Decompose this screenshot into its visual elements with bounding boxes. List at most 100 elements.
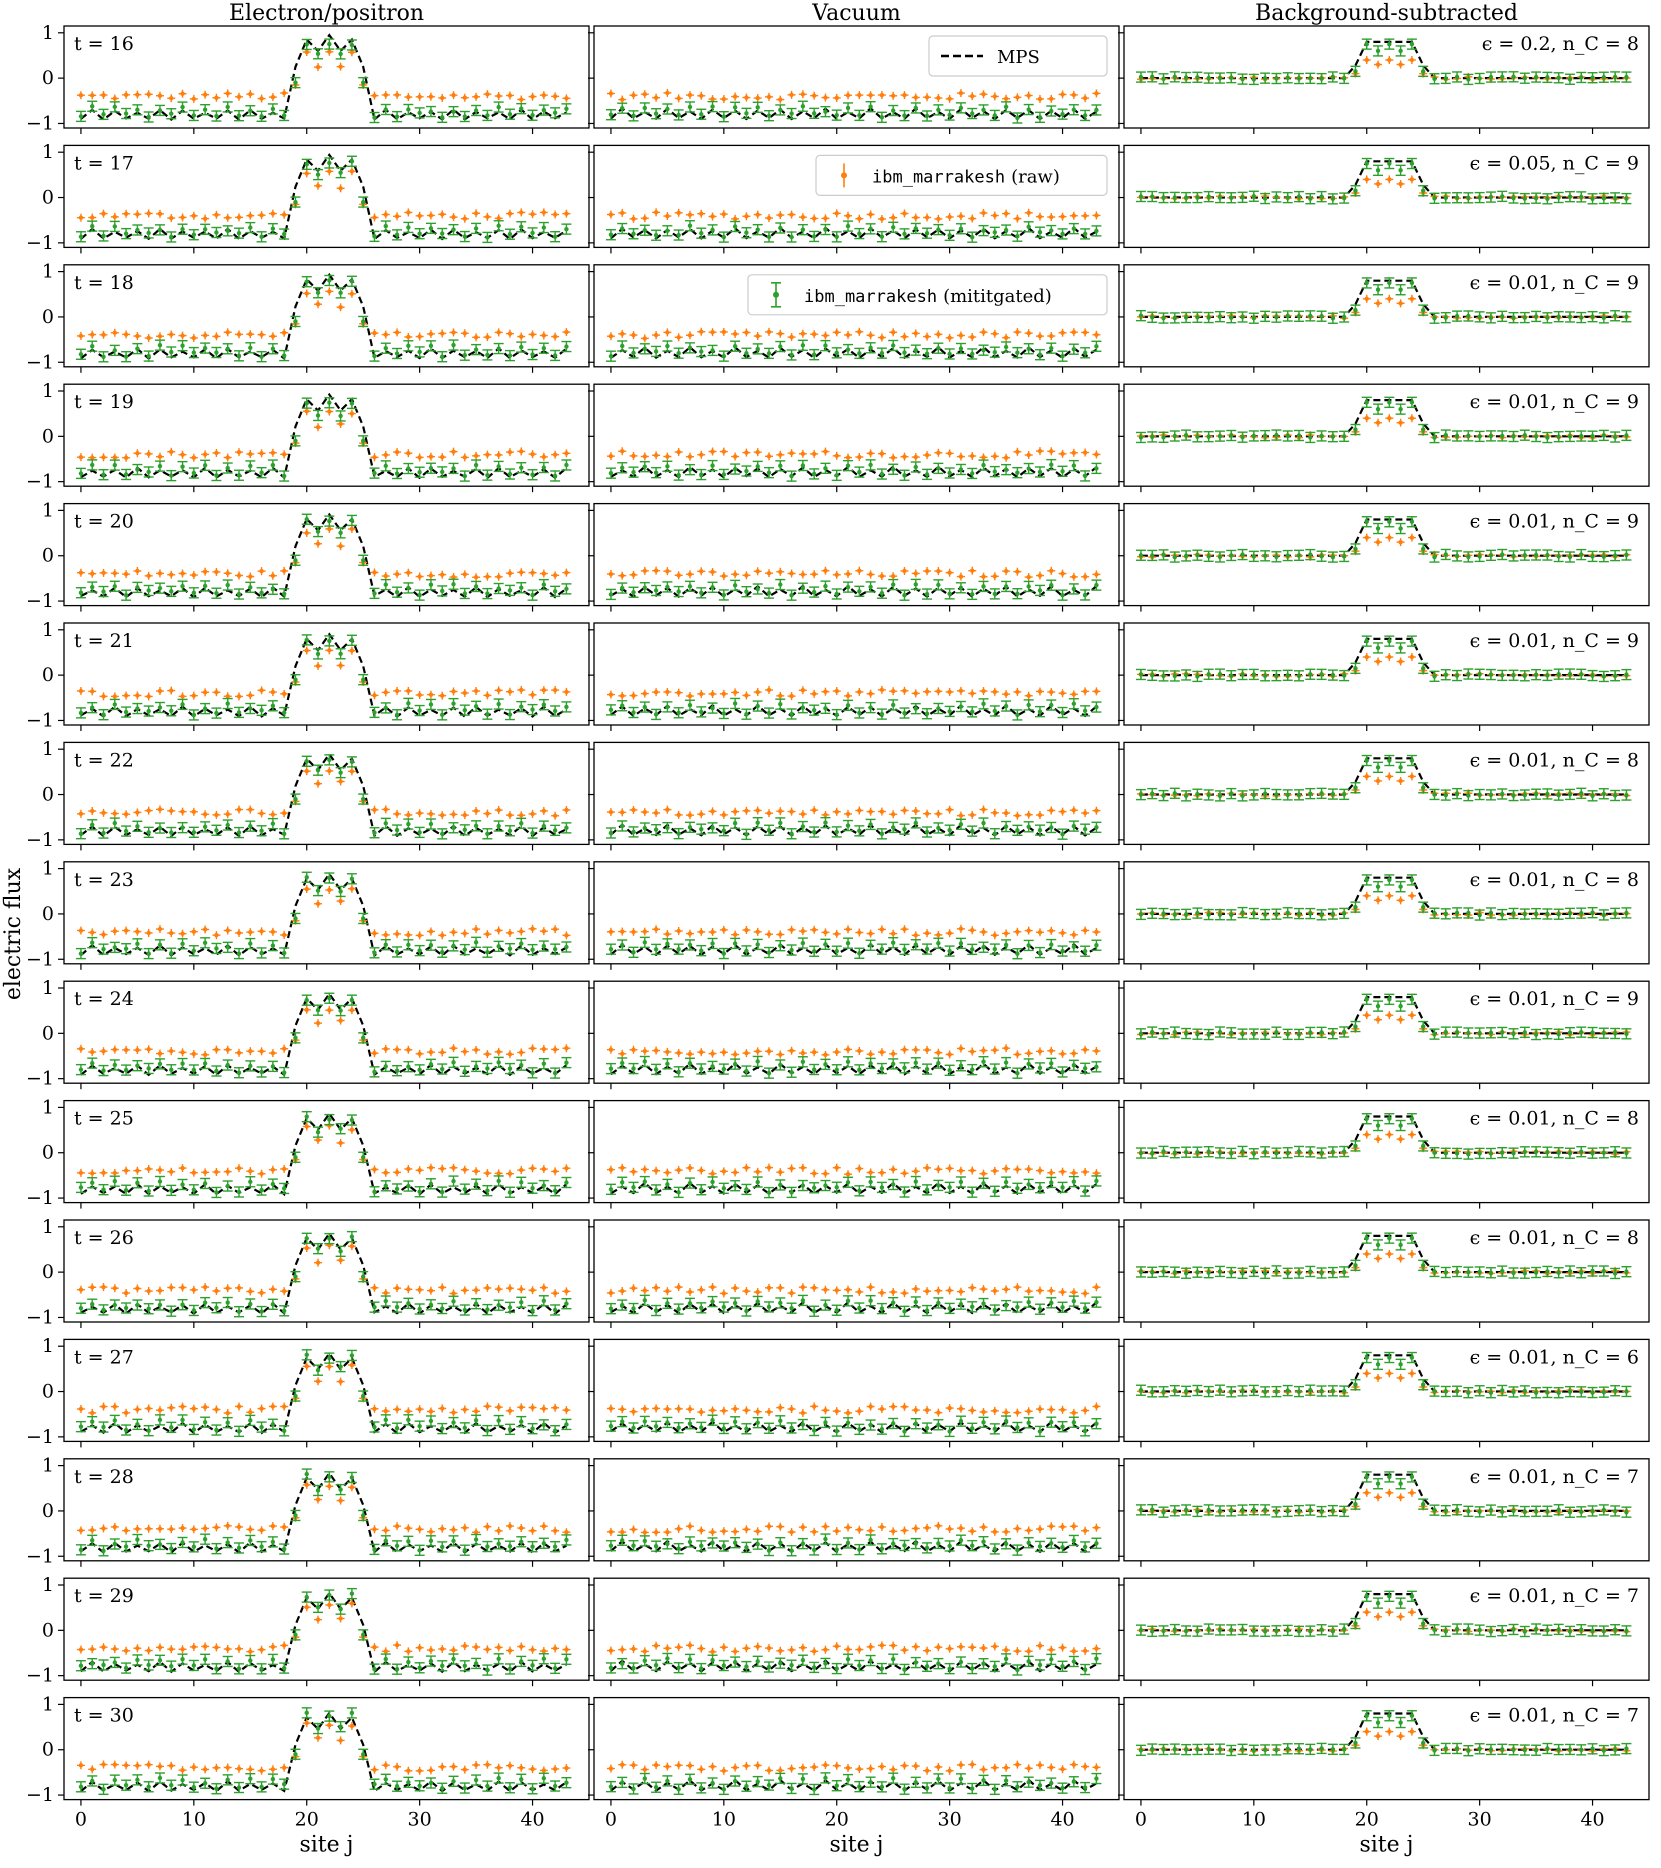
mitigated-point [1350, 305, 1360, 315]
raw-marker [835, 211, 839, 215]
mitigated-marker [485, 473, 489, 477]
mitigated-marker [688, 467, 692, 471]
mitigated-marker [688, 224, 692, 228]
mitigated-marker [1060, 112, 1064, 116]
mitigated-marker [1523, 315, 1527, 319]
panel-r1-c2: ϵ = 0.05, n_C = 9 [1118, 145, 1649, 253]
raw-marker [902, 335, 906, 339]
raw-point [122, 91, 130, 99]
raw-point [641, 334, 649, 342]
raw-marker [993, 454, 997, 458]
mitigated-marker [259, 114, 263, 118]
mitigated-marker [1072, 347, 1076, 351]
raw-marker [1083, 214, 1087, 218]
raw-marker [451, 215, 455, 219]
mitigated-marker [970, 471, 974, 475]
mitigated-point [1362, 39, 1372, 49]
raw-point [776, 211, 784, 219]
raw-marker [259, 333, 263, 337]
mitigated-marker [1398, 288, 1402, 292]
raw-marker [316, 425, 320, 429]
raw-point [630, 452, 638, 460]
raw-marker [643, 454, 647, 458]
raw-point [1070, 449, 1078, 457]
raw-point [934, 94, 942, 102]
mitigated-marker [305, 162, 309, 166]
mitigated-point [87, 341, 97, 351]
mitigated-point [1046, 460, 1056, 470]
mitigated-point [1001, 342, 1011, 352]
mitigated-marker [1286, 195, 1290, 199]
mitigated-marker [936, 227, 940, 231]
mitigated-point [651, 109, 661, 119]
raw-marker [778, 97, 782, 101]
raw-marker [1060, 452, 1064, 456]
mitigated-marker [643, 106, 647, 110]
raw-marker [214, 334, 218, 338]
raw-marker [271, 95, 275, 99]
mitigated-marker [113, 463, 117, 467]
mitigated-marker [959, 227, 963, 231]
mitigated-point [775, 461, 785, 471]
raw-point [776, 451, 784, 459]
mitigated-marker [248, 225, 252, 229]
mitigated-marker [485, 235, 489, 239]
raw-marker [542, 333, 546, 337]
mitigated-marker [1353, 69, 1357, 73]
raw-marker [90, 93, 94, 97]
mitigated-marker [1331, 434, 1335, 438]
mitigated-marker [1026, 107, 1030, 111]
raw-point [652, 94, 660, 102]
mitigated-marker [451, 343, 455, 347]
mitigated-marker [1195, 195, 1199, 199]
mitigated-marker [214, 114, 218, 118]
raw-point [810, 450, 818, 458]
raw-marker [101, 455, 105, 459]
raw-point [224, 214, 232, 222]
raw-marker [553, 334, 557, 338]
raw-point [201, 331, 209, 339]
raw-marker [338, 305, 342, 309]
raw-marker [135, 451, 139, 455]
mitigated-marker [1274, 315, 1278, 319]
mitigated-marker [947, 233, 951, 237]
raw-marker [744, 450, 748, 454]
raw-marker [643, 336, 647, 340]
raw-marker [180, 452, 184, 456]
raw-marker [79, 93, 83, 97]
raw-marker [631, 333, 635, 337]
raw-marker [1365, 416, 1369, 420]
raw-marker [474, 211, 478, 215]
mitigated-marker [1353, 189, 1357, 193]
raw-marker [485, 215, 489, 219]
raw-point [912, 93, 920, 101]
raw-marker [925, 215, 929, 219]
mitigated-marker [1602, 316, 1606, 320]
raw-point [991, 330, 999, 338]
raw-marker [823, 216, 827, 220]
raw-point [562, 210, 570, 218]
raw-point [1081, 212, 1089, 220]
raw-point [1059, 90, 1067, 98]
raw-marker [203, 216, 207, 220]
mitigated-marker [880, 234, 884, 238]
raw-point [912, 453, 920, 461]
mitigated-marker [248, 109, 252, 113]
mitigated-point [381, 105, 391, 115]
mitigated-marker [530, 231, 534, 235]
mitigated-marker [1286, 434, 1290, 438]
raw-marker [327, 289, 331, 293]
raw-marker [801, 215, 805, 219]
mitigated-marker [406, 466, 410, 470]
raw-marker [316, 302, 320, 306]
mitigated-point [494, 102, 504, 112]
mitigated-marker [1545, 197, 1549, 201]
raw-marker [835, 96, 839, 100]
mitigated-marker [1353, 308, 1357, 312]
raw-point [111, 213, 119, 221]
raw-marker [316, 542, 320, 546]
mps-line [611, 108, 1097, 119]
raw-point [1002, 334, 1010, 342]
mitigated-marker [1613, 196, 1617, 200]
